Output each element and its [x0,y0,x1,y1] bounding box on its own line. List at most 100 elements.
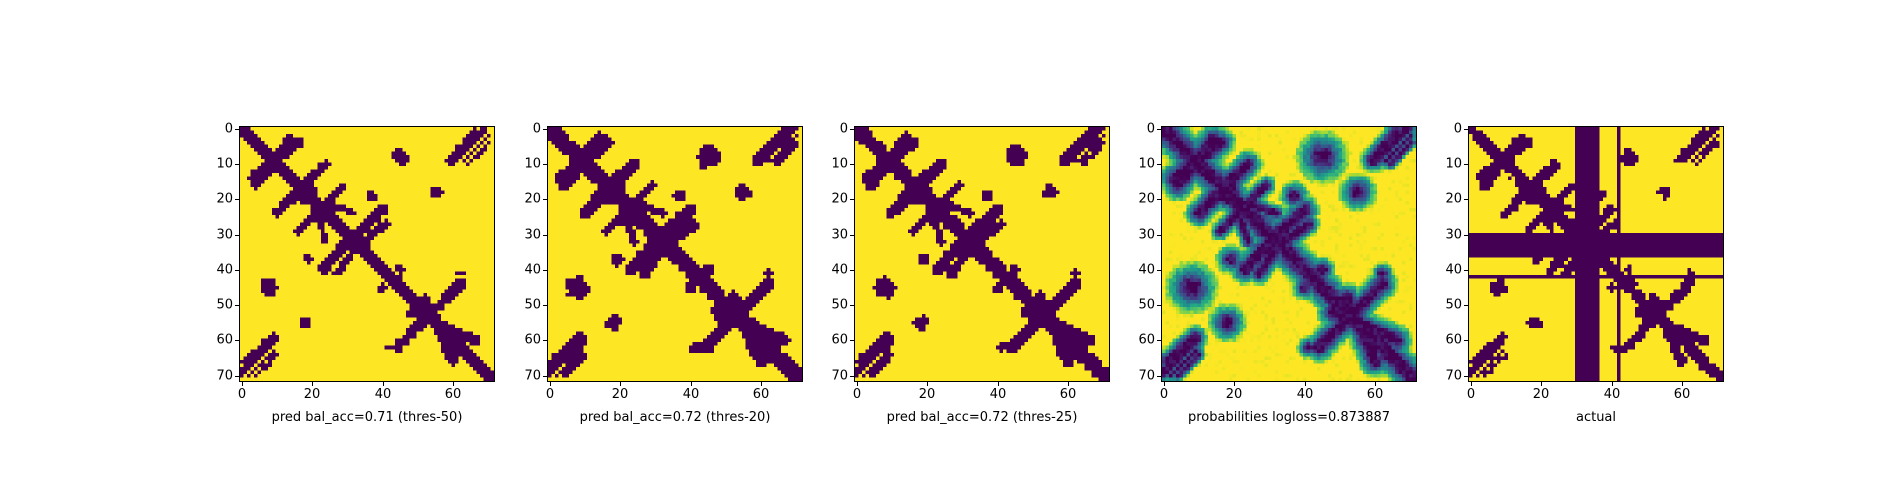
x-tick-label: 0 [852,387,862,402]
y-tick-label: 50 [524,297,541,313]
y-tick-label: 50 [831,297,848,313]
x-tick-mark [927,382,928,386]
y-tick-mark [543,376,547,377]
y-tick-label: 60 [831,332,848,348]
x-tick-mark [1375,382,1376,386]
y-tick-label: 40 [831,262,848,278]
y-tick-label: 50 [1445,297,1462,313]
y-tick-mark [850,199,854,200]
x-tick-label: 0 [1466,387,1476,402]
y-tick-mark [850,305,854,306]
x-tick-label: 60 [1673,387,1691,402]
x-tick-mark [1612,382,1613,386]
x-tick-mark [998,382,999,386]
x-tick-mark [1682,382,1683,386]
y-tick-mark [1157,340,1161,341]
y-tick-label: 10 [831,156,848,172]
y-tick-mark [235,129,239,130]
y-tick-mark [235,340,239,341]
heatmap-panel-pred-thres-25: pred bal_acc=0.72 (thres-25) 0 20 40 60 0 10 2… [831,122,1110,425]
y-tick-label: 0 [224,121,233,137]
y-tick-mark [235,199,239,200]
y-tick-mark [1464,235,1468,236]
y-tick-mark [850,129,854,130]
x-tick-label: 60 [444,387,462,402]
x-tick-label: 40 [1603,387,1621,402]
y-tick-label: 30 [524,227,541,243]
x-tick-label: 0 [1159,387,1169,402]
x-axis-label: probabilities logloss=0.873887 [1187,410,1391,425]
y-tick-mark [1157,270,1161,271]
x-tick-label: 60 [752,387,770,402]
y-tick-label: 40 [1138,262,1155,278]
y-tick-mark [235,305,239,306]
x-tick-mark [242,382,243,386]
x-tick-mark [691,382,692,386]
y-tick-mark [235,235,239,236]
heatmap-plot [239,126,495,382]
heatmap-image [240,127,494,381]
x-tick-label: 40 [374,387,392,402]
heatmap-panel-actual: actual 0 20 40 60 0 10 20 30 40 50 60 70 [1445,122,1724,425]
y-tick-label: 10 [216,156,233,172]
y-tick-label: 20 [1445,191,1462,207]
heatmap-image [548,127,802,381]
y-tick-label: 40 [1445,262,1462,278]
x-tick-mark [1068,382,1069,386]
y-tick-label: 70 [524,368,541,384]
y-tick-mark [850,270,854,271]
y-tick-mark [235,376,239,377]
y-tick-label: 60 [524,332,541,348]
y-tick-mark [1157,305,1161,306]
x-tick-mark [383,382,384,386]
y-tick-label: 70 [1445,368,1462,384]
y-tick-mark [1464,305,1468,306]
y-tick-label: 40 [524,262,541,278]
x-tick-mark [620,382,621,386]
heatmap-plot [1161,126,1417,382]
x-axis-label: pred bal_acc=0.72 (thres-25) [886,410,1078,425]
y-tick-mark [1157,129,1161,130]
y-tick-label: 50 [1138,297,1155,313]
y-tick-label: 20 [831,191,848,207]
y-tick-label: 20 [216,191,233,207]
y-tick-label: 0 [1146,121,1155,137]
y-tick-mark [543,305,547,306]
heatmap-image [855,127,1109,381]
y-tick-label: 10 [524,156,541,172]
y-tick-label: 0 [1453,121,1462,137]
x-tick-label: 0 [237,387,247,402]
x-tick-mark [1164,382,1165,386]
y-tick-mark [543,164,547,165]
x-tick-mark [1305,382,1306,386]
y-tick-mark [1157,199,1161,200]
y-tick-label: 20 [1138,191,1155,207]
x-tick-mark [1471,382,1472,386]
y-tick-mark [1157,376,1161,377]
y-tick-label: 10 [1138,156,1155,172]
y-tick-mark [543,129,547,130]
y-tick-mark [850,235,854,236]
x-tick-label: 0 [545,387,555,402]
y-tick-label: 60 [1445,332,1462,348]
x-tick-mark [1541,382,1542,386]
y-tick-mark [1157,235,1161,236]
x-tick-label: 20 [1225,387,1243,402]
y-tick-mark [1464,129,1468,130]
y-tick-mark [1464,340,1468,341]
x-tick-label: 40 [1296,387,1314,402]
y-tick-mark [543,340,547,341]
y-tick-label: 50 [216,297,233,313]
x-tick-mark [550,382,551,386]
x-tick-mark [761,382,762,386]
y-tick-mark [1157,164,1161,165]
y-tick-mark [1464,199,1468,200]
heatmap-plot [1468,126,1724,382]
heatmap-image [1162,127,1416,381]
y-tick-label: 30 [831,227,848,243]
y-tick-mark [850,340,854,341]
x-axis-label: pred bal_acc=0.71 (thres-50) [271,410,463,425]
x-axis-label: actual [1575,410,1617,425]
x-tick-mark [857,382,858,386]
